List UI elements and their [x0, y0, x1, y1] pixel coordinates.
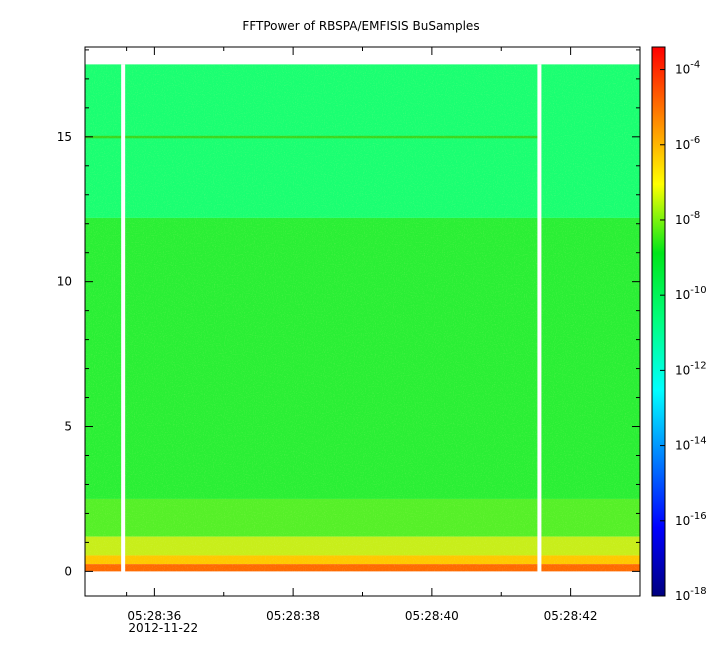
- x-tick-label: 05:28:40: [405, 609, 459, 623]
- x-tick-label: 05:28:38: [266, 609, 320, 623]
- colorbar-tick-label: 10-16: [675, 511, 707, 528]
- colorbar-tick-label: 10-12: [675, 360, 707, 377]
- colorbar-tick-base: 10: [675, 288, 690, 302]
- x-axis: 05:28:36 05:28:38 05:28:40 05:28:42: [126, 47, 598, 623]
- colorbar-tick-base: 10: [675, 363, 690, 377]
- colorbar-tick-exponent: -6: [690, 135, 700, 146]
- plot-area: [85, 47, 640, 596]
- y-tick-label: 0: [64, 564, 72, 578]
- y-tick-label: 10: [57, 275, 72, 289]
- y-axis: 0 5 10 15: [57, 49, 640, 578]
- speckle-texture: [85, 64, 640, 572]
- date-label: 2012-11-22: [128, 621, 198, 635]
- colorbar-tick-base: 10: [675, 63, 690, 77]
- x-tick-label: 05:28:36: [127, 609, 181, 623]
- colorbar-tick-base: 10: [675, 514, 690, 528]
- colorbar-frame: [651, 46, 666, 597]
- colorbar-tick-base: 10: [675, 589, 690, 603]
- colorbar-tick-label: 10-14: [675, 436, 707, 453]
- colorbar-tick-exponent: -12: [690, 360, 706, 371]
- x-tick-label: 05:28:42: [544, 609, 598, 623]
- colorbar-tick-label: 10-6: [675, 135, 700, 152]
- colorbar-tick-exponent: -14: [690, 436, 706, 447]
- colorbar-tick-label: 10-18: [675, 586, 707, 603]
- colorbar-tick-label: 10-10: [675, 285, 707, 302]
- colorbar-gradient: [652, 47, 665, 596]
- y-tick-label: 5: [64, 420, 72, 434]
- colorbar-tick-exponent: -4: [690, 60, 700, 71]
- data-gap: [121, 64, 126, 573]
- colorbar-tick-base: 10: [675, 439, 690, 453]
- data-gap: [537, 64, 542, 573]
- colorbar-tick-label: 10-8: [675, 210, 700, 227]
- colorbar-tick-exponent: -8: [690, 210, 700, 221]
- colorbar-tick-base: 10: [675, 138, 690, 152]
- y-tick-label: 15: [57, 130, 72, 144]
- colorbar-tick-exponent: -10: [690, 285, 706, 296]
- colorbar-tick-base: 10: [675, 213, 690, 227]
- data-gaps: [121, 64, 542, 573]
- colorbar-tick-exponent: -16: [690, 511, 706, 522]
- colorbar-tick-exponent: -18: [690, 586, 706, 597]
- colorbar-tick-label: 10-4: [675, 60, 700, 77]
- chart-title: FFTPower of RBSPA/EMFISIS BuSamples: [242, 19, 479, 33]
